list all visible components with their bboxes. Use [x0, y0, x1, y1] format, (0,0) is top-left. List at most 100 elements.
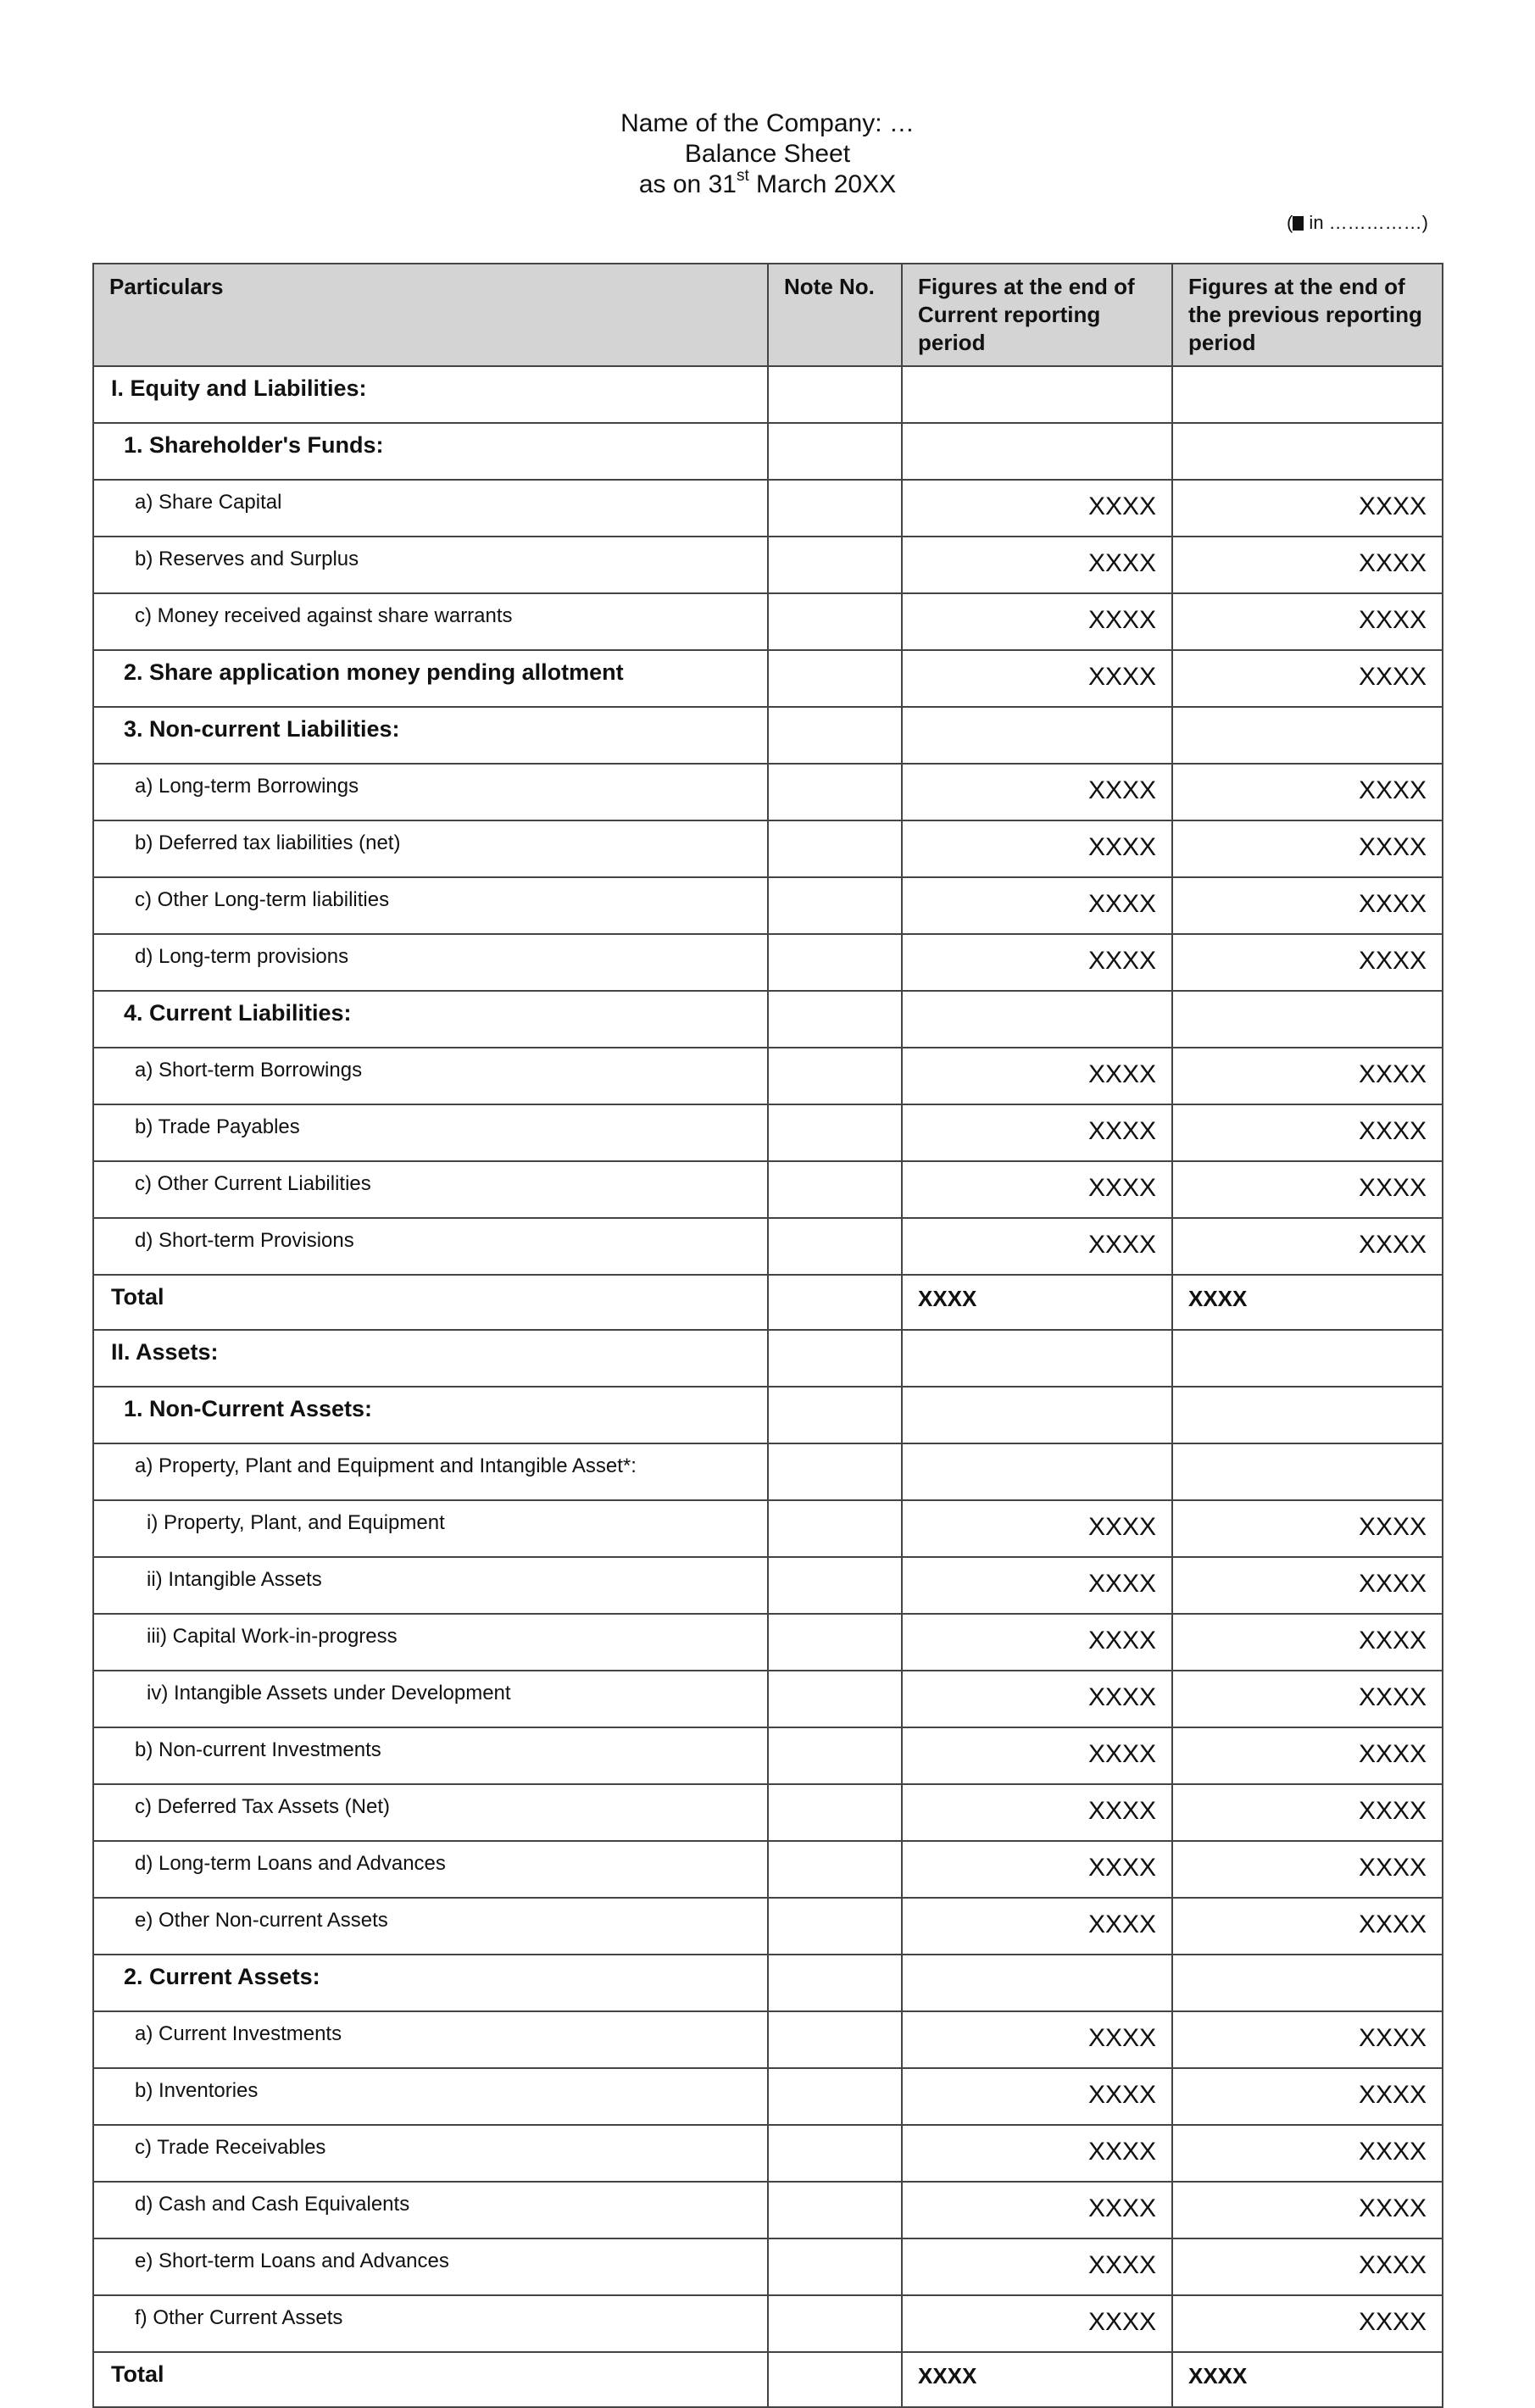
current-period-value: XXXX: [901, 1160, 1173, 1219]
table-row: b) Non-current Investments XXXX XXXX: [92, 1727, 1443, 1785]
company-name: Name of the Company: …: [620, 109, 915, 137]
table-row: 2. Current Assets:: [92, 1954, 1443, 2012]
note-no-cell: [767, 422, 903, 481]
table-header-row: Particulars Note No. Figures at the end …: [92, 263, 1443, 367]
previous-period-value: XXXX: [1171, 1897, 1443, 1955]
current-period-value: XXXX: [901, 1047, 1173, 1105]
current-period-value: XXXX: [901, 1274, 1173, 1331]
current-period-value: XXXX: [901, 1104, 1173, 1162]
table-row: d) Short-term Provisions XXXX XXXX: [92, 1217, 1443, 1276]
rupee-symbol-icon: [1293, 216, 1304, 231]
col-previous-period: Figures at the end of the previous repor…: [1171, 263, 1443, 367]
current-period-value: XXXX: [901, 2238, 1173, 2296]
note-no-cell: [767, 933, 903, 992]
note-no-cell: [767, 365, 903, 424]
note-no-cell: [767, 1727, 903, 1785]
particulars-cell: a) Short-term Borrowings: [92, 1047, 769, 1105]
note-no-cell: [767, 592, 903, 651]
table-row: f) Other Current Assets XXXX XXXX: [92, 2294, 1443, 2353]
particulars-cell: I. Equity and Liabilities:: [92, 365, 769, 424]
table-row: c) Deferred Tax Assets (Net) XXXX XXXX: [92, 1783, 1443, 1842]
current-period-value: XXXX: [901, 1897, 1173, 1955]
particulars-cell: c) Trade Receivables: [92, 2124, 769, 2183]
particulars-cell: c) Other Current Liabilities: [92, 1160, 769, 1219]
note-no-cell: [767, 1613, 903, 1671]
table-row: 3. Non-current Liabilities:: [92, 706, 1443, 765]
particulars-cell: 3. Non-current Liabilities:: [92, 706, 769, 765]
note-no-cell: [767, 1160, 903, 1219]
note-no-cell: [767, 1783, 903, 1842]
note-no-cell: [767, 2010, 903, 2069]
table-row: 1. Non-Current Assets:: [92, 1386, 1443, 1444]
particulars-cell: c) Money received against share warrants: [92, 592, 769, 651]
table-row: i) Property, Plant, and Equipment XXXX XXX…: [92, 1499, 1443, 1558]
table-row: b) Trade Payables XXXX XXXX: [92, 1104, 1443, 1162]
document-title: Name of the Company: … Balance Sheet as …: [0, 108, 1535, 200]
previous-period-value: [1171, 1443, 1443, 1501]
current-period-value: XXXX: [901, 2067, 1173, 2126]
particulars-cell: c) Other Long-term liabilities: [92, 876, 769, 935]
particulars-cell: d) Long-term Loans and Advances: [92, 1840, 769, 1899]
note-no-cell: [767, 763, 903, 821]
current-period-value: XXXX: [901, 1556, 1173, 1615]
note-no-cell: [767, 1556, 903, 1615]
previous-period-value: XXXX: [1171, 1783, 1443, 1842]
current-period-value: XXXX: [901, 1217, 1173, 1276]
note-no-cell: [767, 1443, 903, 1501]
note-no-cell: [767, 1104, 903, 1162]
previous-period-value: [1171, 1329, 1443, 1388]
table-row: d) Cash and Cash Equivalents XXXX XXXX: [92, 2181, 1443, 2239]
current-period-value: XXXX: [901, 592, 1173, 651]
table-row: a) Share Capital XXXX XXXX: [92, 479, 1443, 537]
particulars-cell: d) Cash and Cash Equivalents: [92, 2181, 769, 2239]
table-row: 4. Current Liabilities:: [92, 990, 1443, 1048]
previous-period-value: XXXX: [1171, 1840, 1443, 1899]
unit-note: ( in ……………): [1286, 212, 1428, 233]
particulars-cell: i) Property, Plant, and Equipment: [92, 1499, 769, 1558]
particulars-cell: ii) Intangible Assets: [92, 1556, 769, 1615]
table-row: a) Property, Plant and Equipment and Int…: [92, 1443, 1443, 1501]
particulars-cell: 1. Non-Current Assets:: [92, 1386, 769, 1444]
previous-period-value: XXXX: [1171, 2010, 1443, 2069]
current-period-value: XXXX: [901, 1499, 1173, 1558]
previous-period-value: XXXX: [1171, 2294, 1443, 2353]
current-period-value: XXXX: [901, 2010, 1173, 2069]
note-no-cell: [767, 1840, 903, 1899]
table-row: d) Long-term provisions XXXX XXXX: [92, 933, 1443, 992]
particulars-cell: b) Trade Payables: [92, 1104, 769, 1162]
previous-period-value: XXXX: [1171, 1613, 1443, 1671]
note-no-cell: [767, 2181, 903, 2239]
note-no-cell: [767, 1499, 903, 1558]
table-row: b) Reserves and Surplus XXXX XXXX: [92, 536, 1443, 594]
particulars-cell: f) Other Current Assets: [92, 2294, 769, 2353]
previous-period-value: XXXX: [1171, 876, 1443, 935]
table-row: a) Current Investments XXXX XXXX: [92, 2010, 1443, 2069]
previous-period-value: [1171, 365, 1443, 424]
particulars-cell: iv) Intangible Assets under Development: [92, 1670, 769, 1728]
particulars-cell: 2. Current Assets:: [92, 1954, 769, 2012]
col-particulars: Particulars: [92, 263, 769, 367]
current-period-value: [901, 706, 1173, 765]
table-row: 2. Share application money pending allot…: [92, 649, 1443, 708]
previous-period-value: XXXX: [1171, 1499, 1443, 1558]
note-no-cell: [767, 1954, 903, 2012]
current-period-value: XXXX: [901, 536, 1173, 594]
table-row: a) Long-term Borrowings XXXX XXXX: [92, 763, 1443, 821]
current-period-value: XXXX: [901, 2124, 1173, 2183]
previous-period-value: XXXX: [1171, 2067, 1443, 2126]
table-row: iv) Intangible Assets under Development X…: [92, 1670, 1443, 1728]
current-period-value: [901, 365, 1173, 424]
previous-period-value: [1171, 1386, 1443, 1444]
note-no-cell: [767, 1047, 903, 1105]
particulars-cell: b) Reserves and Surplus: [92, 536, 769, 594]
sheet-title: Balance Sheet: [684, 140, 851, 168]
table-row: e) Short-term Loans and Advances XXXX XXXX: [92, 2238, 1443, 2296]
current-period-value: XXXX: [901, 1783, 1173, 1842]
note-no-cell: [767, 2294, 903, 2353]
total-row: Total XXXX XXXX: [92, 1274, 1443, 1331]
table-row: II. Assets:: [92, 1329, 1443, 1388]
table-row: e) Other Non-current Assets XXXX XXXX: [92, 1897, 1443, 1955]
previous-period-value: [1171, 706, 1443, 765]
current-period-value: XXXX: [901, 2181, 1173, 2239]
particulars-cell: a) Current Investments: [92, 2010, 769, 2069]
